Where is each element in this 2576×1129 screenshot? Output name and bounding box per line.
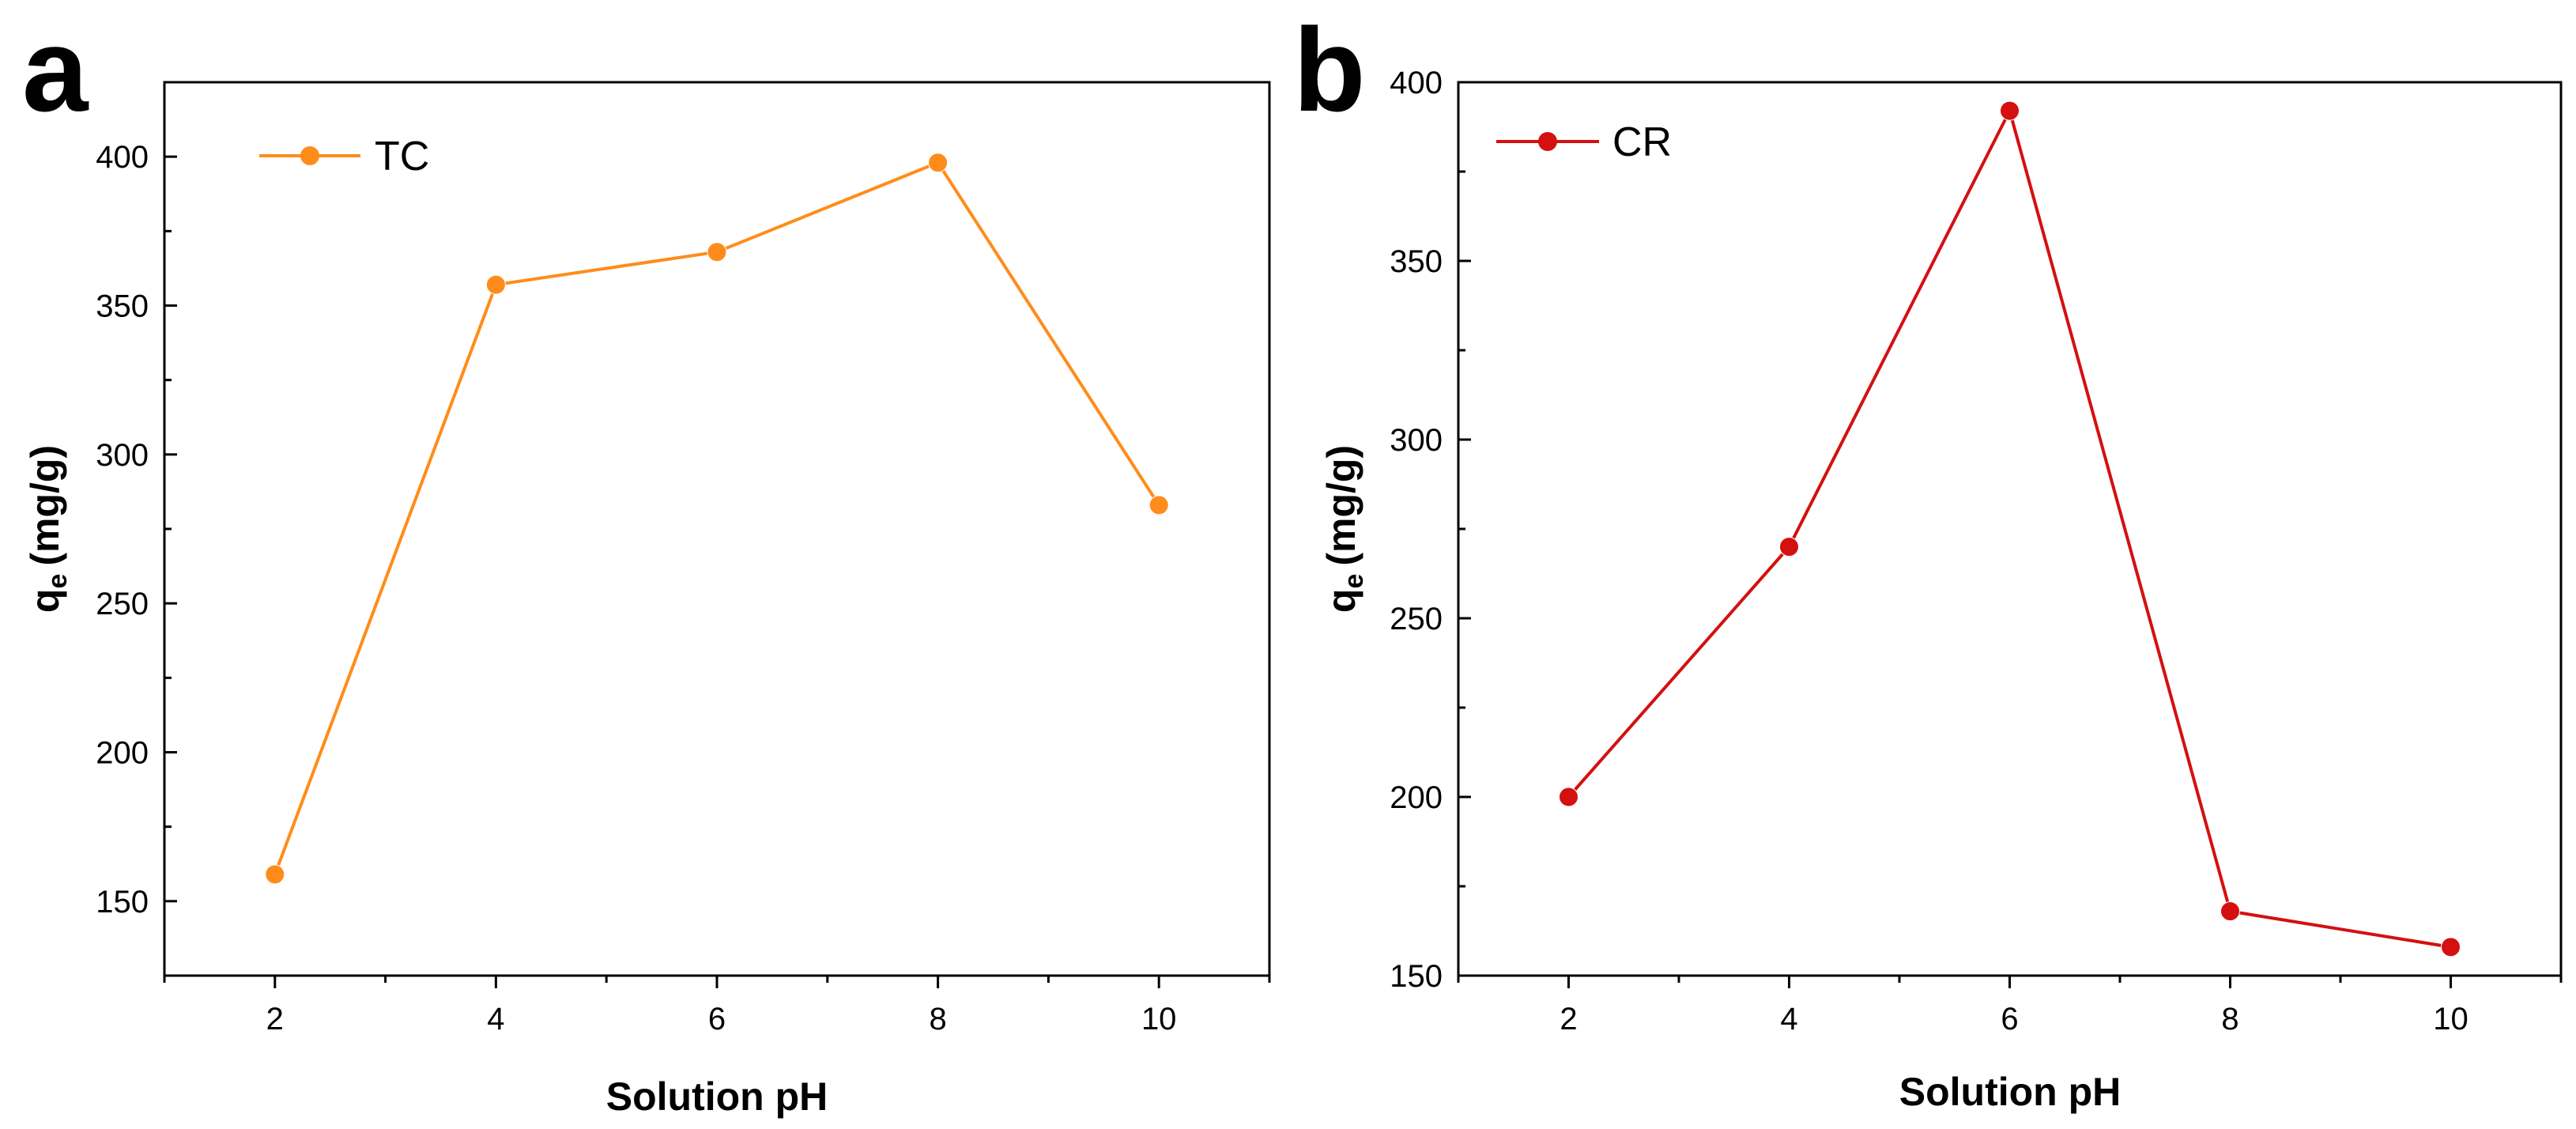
y-axis-title-unit-b: (mg/g) [1319, 445, 1363, 566]
y-tick-label: 150 [96, 885, 149, 919]
y-tick-label: 300 [1390, 423, 1443, 458]
panel-label-a: a [22, 3, 89, 136]
data-point [2000, 100, 2020, 121]
x-axis-title-a: Solution pH [606, 1074, 828, 1119]
y-tick-label: 350 [1390, 244, 1443, 279]
y-axis-title-main-a: q [23, 589, 67, 614]
y-tick-label: 300 [96, 438, 149, 473]
y-tick-label: 400 [1390, 66, 1443, 100]
x-ticks-b: 2 4 6 8 10 [1457, 976, 2563, 1036]
data-point [485, 274, 506, 295]
legend-label-cr: CR [1612, 119, 1672, 165]
y-axis-title-unit-a: (mg/g) [23, 445, 67, 566]
data-point [1559, 787, 1578, 807]
data-point [1779, 537, 1799, 557]
data-point [1148, 495, 1169, 515]
y-tick-label: 250 [1390, 602, 1443, 636]
data-point [265, 864, 285, 885]
chart-panel-b: b 150 200 250 300 350 400 2 4 6 8 10 CR Solution … [1293, 3, 2563, 1114]
legend-label-tc: TC [375, 134, 429, 179]
y-axis-title-sub-b: e [1339, 574, 1369, 589]
legend-marker-cr [1538, 132, 1557, 151]
series-line-cr [1567, 106, 2451, 949]
x-tick-label: 2 [1560, 1002, 1577, 1036]
y-axis-title-main-b: q [1319, 589, 1363, 614]
x-tick-label: 10 [2433, 1002, 2469, 1036]
data-point [2220, 901, 2240, 922]
data-points-a [265, 153, 1169, 885]
y-tick-label: 200 [96, 736, 149, 771]
series-line-tc [273, 160, 1160, 875]
x-tick-label: 8 [929, 1002, 946, 1036]
x-tick-label: 8 [2221, 1002, 2238, 1036]
chart-panel-a: a 150 200 250 300 350 400 2 4 6 8 10 TC Solution … [22, 3, 1271, 1119]
plot-frame-b [1457, 81, 2563, 977]
data-points-b [1559, 100, 2461, 957]
y-axis-title-b: qe (mg/g) [1319, 445, 1369, 613]
x-tick-label: 4 [1780, 1002, 1797, 1036]
y-tick-label: 400 [96, 140, 149, 175]
y-ticks-a: 150 200 250 300 350 400 [96, 81, 177, 977]
y-tick-label: 350 [96, 289, 149, 324]
y-ticks-b: 150 200 250 300 350 400 [1390, 66, 1471, 994]
legend-marker-tc [300, 146, 319, 165]
x-tick-label: 2 [266, 1002, 284, 1036]
y-axis-title-sub-a: e [43, 574, 73, 589]
legend-b: CR [1496, 119, 1672, 165]
legend-a: TC [259, 134, 429, 179]
x-tick-label: 6 [708, 1002, 726, 1036]
x-tick-label: 4 [487, 1002, 504, 1036]
x-axis-title-b: Solution pH [1899, 1070, 2122, 1114]
y-axis-title-a: qe (mg/g) [23, 445, 73, 613]
data-point [928, 153, 949, 173]
plot-frame-a [163, 81, 1271, 977]
y-tick-label: 250 [96, 587, 149, 621]
data-point [2441, 937, 2461, 957]
x-tick-label: 10 [1141, 1002, 1177, 1036]
y-tick-label: 150 [1390, 959, 1443, 994]
panel-label-b: b [1293, 3, 1366, 136]
x-ticks-a: 2 4 6 8 10 [163, 976, 1271, 1036]
x-tick-label: 6 [2001, 1002, 2018, 1036]
y-tick-label: 200 [1390, 780, 1443, 815]
data-point [707, 242, 727, 262]
